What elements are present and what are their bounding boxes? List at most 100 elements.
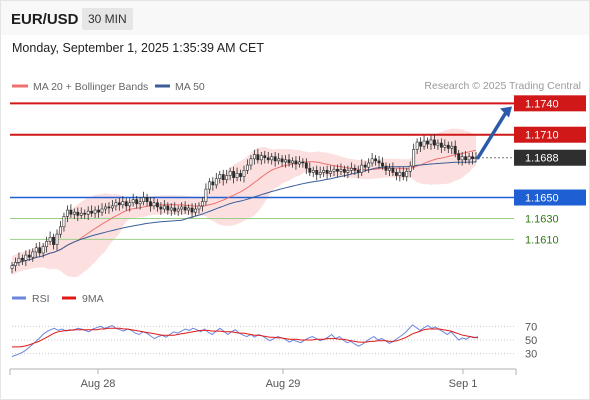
rsi-tick-2: 30 [525, 349, 537, 361]
candle-body [235, 173, 239, 178]
candle-body [114, 202, 118, 207]
resistance-label-box-1 [514, 126, 586, 143]
candle-body [194, 208, 197, 213]
candle-body [239, 173, 242, 177]
candle-body [401, 172, 405, 177]
candle-body [135, 199, 139, 205]
candle-body [232, 171, 236, 178]
candle-body [332, 168, 336, 172]
candle-body [124, 201, 128, 207]
candle-body [450, 145, 454, 149]
candle-body [457, 153, 461, 161]
bollinger-band [12, 128, 476, 278]
candle-body [322, 170, 326, 173]
candle-body [207, 181, 211, 190]
candle-body [439, 142, 443, 148]
forecast-arrow-shaft [476, 110, 508, 160]
candle-body [304, 162, 308, 169]
candle-body [62, 216, 66, 228]
rsi-ma-legend-label: 9MA [82, 293, 104, 305]
candle-body [166, 205, 170, 211]
candle-body [190, 207, 194, 213]
candle-body [353, 167, 357, 171]
candle-body [398, 172, 402, 176]
candle-body [436, 142, 440, 146]
candle-body [128, 202, 132, 207]
ma20-line [11, 149, 477, 266]
candle-body [201, 201, 204, 207]
candle-body [145, 197, 149, 202]
candle-body [204, 188, 208, 202]
target-label-5: 1.1610 [525, 234, 559, 246]
header-bar: EUR/USD 30 MIN [1, 1, 589, 35]
instrument-title: EUR/USD [11, 11, 79, 28]
time-tick-label-1: Aug 29 [266, 378, 301, 390]
candle-body [156, 202, 159, 208]
candle-body [308, 167, 312, 173]
ma20-legend-label: MA 20 + Bollinger Bands [33, 81, 148, 93]
candle-body [149, 201, 152, 207]
candle-body [100, 208, 104, 213]
rsi-tick-1: 50 [525, 335, 537, 347]
candle-body [433, 139, 436, 146]
candle-body [52, 236, 55, 245]
candle-body [284, 159, 287, 163]
candle-body [180, 206, 184, 210]
candle-body [249, 158, 253, 166]
candle-body [318, 172, 322, 175]
candle-body [20, 257, 24, 261]
credit-text: Research © 2025 Trading Central [424, 80, 581, 92]
time-tick-label-0: Aug 28 [81, 378, 116, 390]
ma50-line [11, 161, 477, 266]
forecast-arrowhead [500, 106, 512, 118]
candle-body [183, 206, 187, 211]
candle-body [467, 156, 471, 161]
candle-body [349, 167, 353, 171]
candle-body [90, 210, 94, 214]
candle-body [41, 246, 45, 254]
candle-body [225, 175, 229, 181]
candle-body [14, 262, 17, 266]
candle-body [259, 155, 263, 161]
candle-body [342, 168, 346, 173]
candle-body [138, 201, 142, 205]
candle-body [446, 144, 450, 149]
candle-body [356, 170, 360, 173]
candle-body [72, 211, 76, 215]
candle-body [83, 212, 87, 215]
candle-body [374, 158, 378, 162]
candle-body [211, 181, 215, 186]
candle-body [45, 241, 49, 247]
candle-body [173, 207, 177, 212]
candle-body [360, 164, 364, 173]
target-label-4: 1.1630 [525, 213, 559, 225]
candle-body [270, 156, 274, 161]
candle-body [152, 202, 156, 207]
candle-body [384, 165, 388, 171]
candle-body [370, 158, 374, 164]
candle-body [315, 170, 319, 175]
candle-body [27, 254, 31, 258]
candle-body [197, 205, 201, 210]
candle-body [10, 265, 14, 269]
candle-body [48, 236, 52, 242]
resistance-label-0: 1.1740 [525, 98, 559, 110]
candle-body [246, 164, 249, 171]
candle-body [273, 156, 277, 162]
time-tick-label-2: Sep 1 [449, 378, 478, 390]
candle-body [38, 247, 42, 254]
candle-body [301, 161, 305, 164]
timeframe-badge[interactable]: 30 MIN [82, 8, 133, 30]
candle-body [176, 208, 180, 212]
candle-body [162, 205, 166, 210]
candle-body [242, 170, 246, 177]
candle-body [297, 161, 301, 165]
candle-body [59, 226, 62, 235]
candle-body [291, 160, 294, 164]
candle-body [266, 157, 270, 161]
candle-body [391, 167, 395, 173]
candle-body [367, 162, 371, 168]
candle-body [460, 156, 464, 161]
rsi-tick-0: 70 [525, 321, 537, 333]
